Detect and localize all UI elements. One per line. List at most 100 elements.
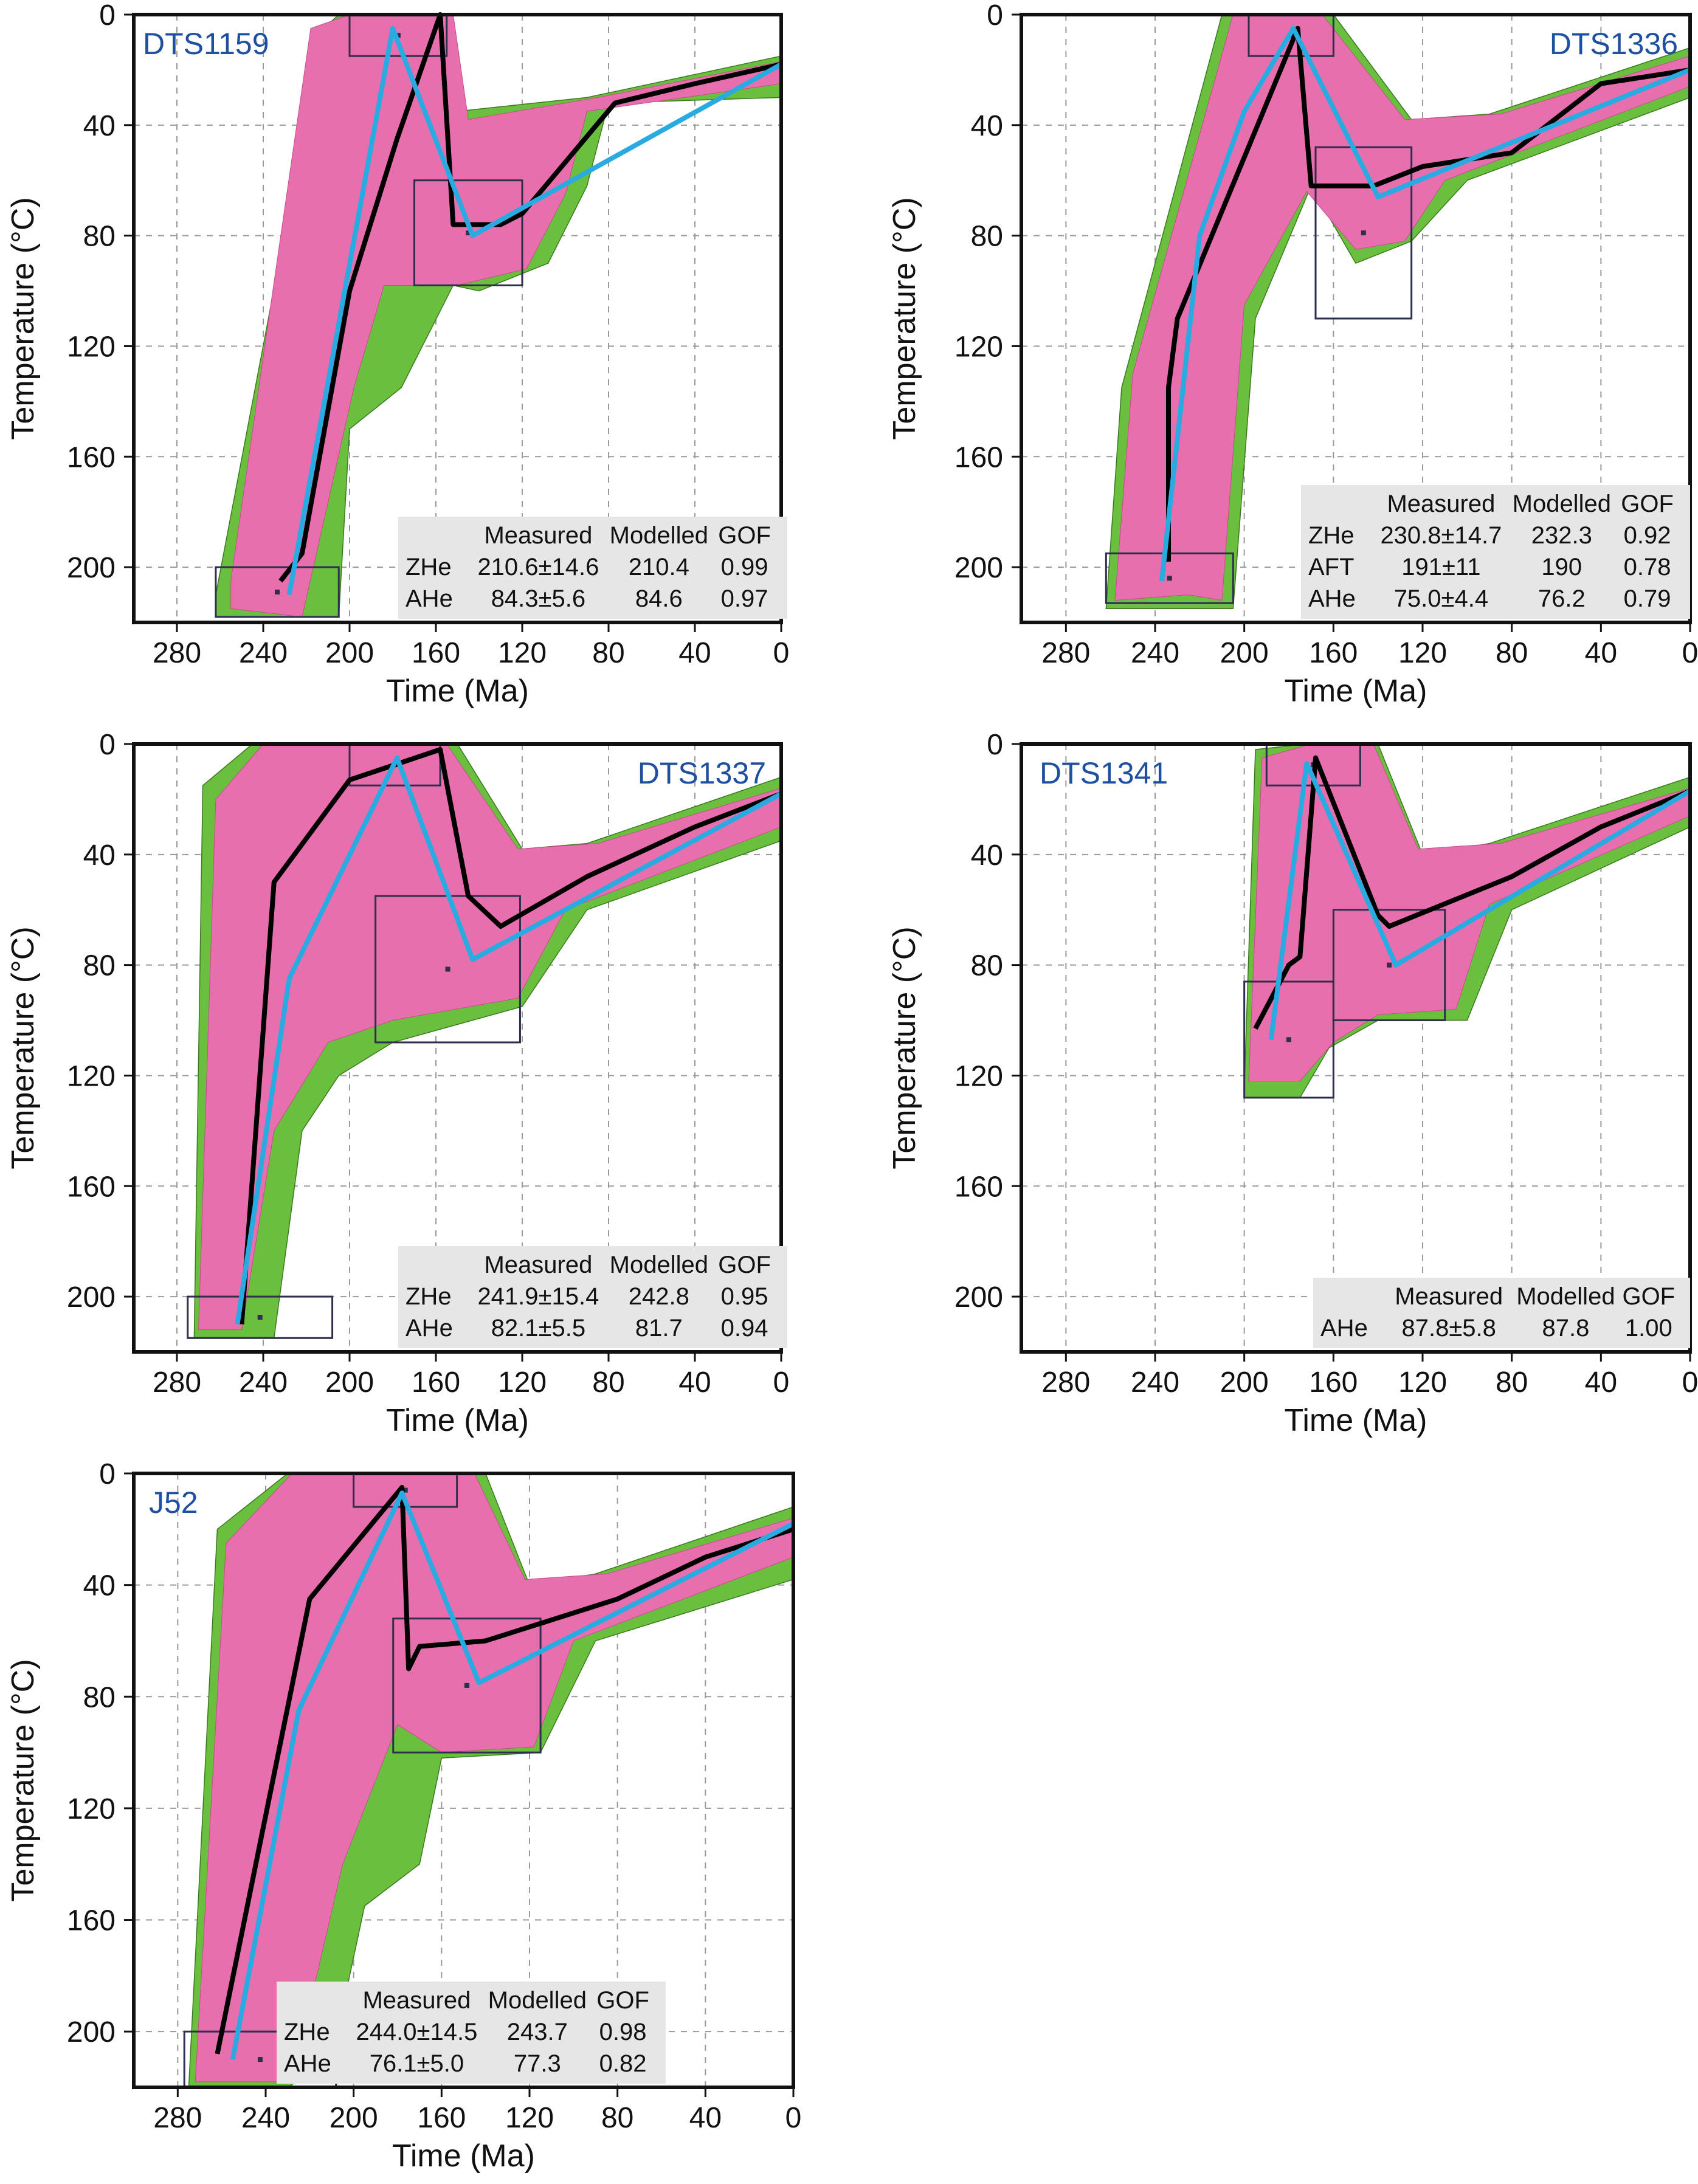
table-header: GOF: [1621, 491, 1674, 517]
table-header: Modelled: [1516, 1283, 1615, 1310]
constraint-box-center: [466, 230, 471, 236]
plot-area: 280 240 200 160 120 80 40 0 0 40 80 120 160 200 Time (…: [887, 729, 1698, 1438]
x-tick-label: 160: [1309, 1366, 1358, 1399]
best-fit-path: [1159, 26, 1691, 582]
sample-label: DTS1159: [143, 27, 269, 61]
y-tick-label: 40: [971, 110, 1003, 142]
table-cell: 0.92: [1624, 522, 1671, 549]
sample-label: DTS1337: [638, 756, 766, 790]
x-tick-label: 240: [239, 1366, 288, 1399]
x-tick-label: 0: [1682, 1366, 1698, 1399]
x-tick-label: 80: [1496, 637, 1528, 669]
table-cell: 76.1±5.0: [370, 2050, 464, 2077]
table-cell: ZHe: [1308, 522, 1355, 549]
y-tick-label: 0: [987, 729, 1003, 761]
x-tick-label: 280: [153, 637, 201, 669]
table-header: Modelled: [610, 522, 708, 549]
sample-label: DTS1336: [1550, 27, 1678, 61]
y-axis-title: Temperature (°C): [5, 197, 41, 439]
x-tick-label: 240: [239, 637, 288, 669]
x-tick-label: 160: [1309, 637, 1358, 669]
constraint-box: [413, 179, 523, 286]
results-table-background: [398, 517, 787, 619]
table-cell: ZHe: [284, 2019, 330, 2045]
x-tick-label: 0: [773, 637, 790, 669]
results-table: Measured Modelled GOF ZHe 210.6±14.6 210.4 0.9…: [398, 517, 787, 619]
table-cell: 232.3: [1531, 522, 1592, 549]
y-tick-label: 120: [67, 1793, 116, 1825]
constraint-box: [392, 1617, 542, 1754]
y-tick-label: 160: [954, 441, 1003, 474]
results-table-background: [277, 1982, 666, 2084]
table-header: Modelled: [488, 1987, 587, 2014]
constraint-box: [1314, 146, 1413, 320]
table-cell: 81.7: [635, 1315, 683, 1342]
table-cell: 87.8: [1542, 1315, 1589, 1342]
x-tick-label: 160: [412, 1366, 460, 1399]
constraint-box-center: [402, 1487, 408, 1493]
x-axis-title: Time (Ma): [1285, 1403, 1427, 1438]
results-table: Measured Modelled GOF ZHe 241.9±15.4 242.8 0.9…: [398, 1246, 787, 1348]
x-tick-label: 120: [1398, 637, 1447, 669]
plot-frame: [132, 742, 783, 1354]
table-cell: AHe: [1320, 1315, 1368, 1342]
plot-area: 280 240 200 160 120 80 40 0 0 40 80 120 160 200 Time (…: [5, 0, 789, 709]
results-table-background: [1301, 485, 1690, 619]
y-tick-label: 80: [83, 950, 116, 982]
table-cell: 0.78: [1624, 554, 1671, 580]
table-cell: 230.8±14.7: [1380, 522, 1502, 549]
table-cell: 191±11: [1401, 554, 1480, 580]
table-cell: 0.95: [721, 1283, 768, 1310]
table-header: GOF: [596, 1987, 649, 2014]
table-cell: 75.0±4.4: [1394, 585, 1488, 612]
table-cell: 244.0±14.5: [356, 2019, 477, 2045]
best-fit-path: [286, 26, 782, 596]
x-tick-label: 280: [153, 2102, 202, 2134]
constraint-box: [187, 1295, 334, 1339]
y-tick-label: 80: [83, 221, 116, 253]
panel-dts1337: 280 240 200 160 120 80 40 0 0 40 80 120 160 200 Time (…: [5, 729, 789, 1438]
panel-j52: 280 240 200 160 120 80 40 0 0 40 80 120 160 200 Time (…: [5, 1458, 801, 2174]
table-header: Measured: [484, 522, 592, 549]
y-tick-label: 160: [954, 1171, 1003, 1203]
table-cell: 84.3±5.6: [491, 585, 585, 612]
y-tick-label: 120: [67, 331, 116, 363]
y-tick-label: 0: [99, 0, 116, 32]
table-cell: 84.6: [635, 585, 683, 612]
table-cell: 190: [1541, 554, 1582, 580]
constraint-box: [1332, 909, 1446, 1022]
plot-area: 280 240 200 160 120 80 40 0 0 40 80 120 160 200 Time (…: [887, 0, 1698, 709]
best-fit-path: [235, 755, 782, 1325]
table-header: GOF: [718, 1252, 771, 1278]
x-tick-label: 80: [601, 2102, 633, 2134]
x-tick-label: 40: [678, 1366, 711, 1399]
x-tick-label: 40: [689, 2102, 722, 2134]
weighted-mean-path: [239, 747, 782, 1325]
plot-area: 280 240 200 160 120 80 40 0 0 40 80 120 160 200 Time (…: [5, 1458, 801, 2174]
constraint-box: [1243, 980, 1334, 1099]
constraint-box-center: [464, 1683, 469, 1688]
x-tick-label: 200: [330, 2102, 378, 2134]
constraint-box-center: [257, 1315, 263, 1320]
table-header: Modelled: [1513, 491, 1611, 517]
sample-label: DTS1341: [1040, 756, 1168, 790]
table-cell: ZHe: [406, 554, 452, 580]
y-tick-label: 200: [67, 1281, 116, 1314]
plot-frame: [132, 13, 783, 624]
x-tick-label: 280: [153, 1366, 201, 1399]
y-axis-title: Temperature (°C): [887, 197, 922, 439]
table-cell: 0.99: [721, 554, 768, 580]
constraint-box-center: [1286, 1037, 1291, 1042]
constraint-box-center: [1167, 576, 1172, 581]
y-tick-label: 40: [971, 839, 1003, 872]
x-axis-title: Time (Ma): [386, 1403, 529, 1438]
y-tick-label: 160: [67, 1905, 116, 1937]
x-tick-label: 120: [498, 1366, 547, 1399]
constraint-box-center: [1387, 962, 1392, 968]
y-tick-label: 40: [83, 110, 116, 142]
best-fit-path: [1268, 760, 1692, 1040]
x-tick-label: 240: [241, 2102, 290, 2134]
table-cell: 210.4: [629, 554, 689, 580]
table-cell: AHe: [1308, 585, 1356, 612]
y-axis-title: Temperature (°C): [5, 1659, 41, 1901]
